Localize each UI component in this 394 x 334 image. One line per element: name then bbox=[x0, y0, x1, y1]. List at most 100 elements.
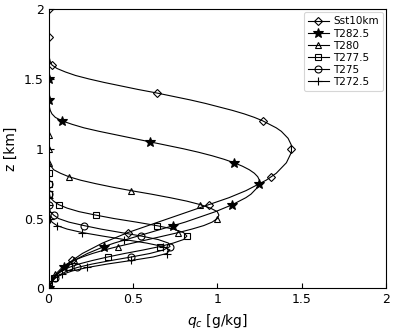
T280 bbox=[46, 147, 51, 151]
T282.5 bbox=[46, 77, 51, 81]
T272.5 bbox=[105, 262, 110, 266]
T272.5 bbox=[46, 189, 51, 193]
T277.5 bbox=[184, 234, 189, 238]
T272.5 bbox=[46, 287, 51, 291]
T272.5 bbox=[164, 252, 169, 256]
T275 bbox=[147, 252, 152, 256]
T277.5 bbox=[90, 259, 95, 263]
T275 bbox=[46, 182, 51, 186]
Sst10km bbox=[46, 45, 51, 49]
T272.5 bbox=[122, 237, 127, 241]
T280 bbox=[46, 157, 51, 161]
T277.5 bbox=[112, 217, 117, 221]
T272.5 bbox=[55, 223, 59, 227]
T272.5 bbox=[46, 210, 51, 214]
T275 bbox=[48, 210, 53, 214]
T277.5 bbox=[105, 255, 110, 259]
Sst10km bbox=[282, 133, 287, 137]
T280 bbox=[93, 182, 98, 186]
T280 bbox=[130, 241, 135, 245]
T277.5 bbox=[122, 252, 127, 256]
T280 bbox=[161, 234, 165, 238]
T272.5 bbox=[70, 269, 74, 273]
Sst10km bbox=[46, 7, 51, 11]
T277.5 bbox=[171, 241, 176, 245]
Y-axis label: z [km]: z [km] bbox=[4, 127, 18, 171]
T280 bbox=[51, 276, 56, 280]
T277.5 bbox=[47, 192, 52, 196]
T282.5 bbox=[47, 105, 52, 109]
T277.5 bbox=[56, 203, 61, 207]
T272.5 bbox=[50, 280, 54, 284]
T275 bbox=[119, 230, 123, 234]
T282.5 bbox=[255, 175, 260, 179]
T277.5 bbox=[46, 171, 51, 175]
T280 bbox=[149, 192, 154, 196]
T277.5 bbox=[46, 178, 51, 182]
T277.5 bbox=[46, 175, 51, 179]
T280 bbox=[46, 129, 51, 133]
T272.5 bbox=[85, 266, 90, 270]
T275 bbox=[67, 220, 71, 224]
T272.5 bbox=[80, 230, 85, 234]
T275 bbox=[129, 255, 134, 259]
T275 bbox=[156, 237, 161, 241]
T275 bbox=[90, 262, 95, 266]
T280 bbox=[46, 136, 51, 140]
T275 bbox=[46, 196, 51, 200]
T280 bbox=[56, 269, 61, 273]
T275 bbox=[46, 192, 51, 196]
T282.5 bbox=[232, 161, 236, 165]
T275 bbox=[47, 206, 52, 210]
T277.5 bbox=[60, 269, 65, 273]
T275 bbox=[46, 185, 51, 189]
T277.5 bbox=[46, 185, 51, 189]
T280 bbox=[190, 227, 194, 231]
T275 bbox=[56, 217, 61, 221]
T272.5 bbox=[46, 199, 51, 203]
T280 bbox=[46, 143, 51, 147]
T282.5 bbox=[203, 213, 208, 217]
T280 bbox=[217, 213, 221, 217]
T280 bbox=[46, 133, 51, 137]
T280 bbox=[53, 273, 58, 277]
Line: T272.5: T272.5 bbox=[45, 186, 174, 293]
T272.5 bbox=[151, 255, 156, 259]
T275 bbox=[139, 234, 144, 238]
T280 bbox=[58, 171, 63, 175]
T275 bbox=[51, 213, 56, 217]
T277.5 bbox=[76, 262, 81, 266]
T277.5 bbox=[65, 206, 69, 210]
T272.5 bbox=[161, 244, 165, 248]
Sst10km bbox=[46, 35, 51, 39]
Sst10km bbox=[102, 80, 107, 85]
T272.5 bbox=[50, 220, 54, 224]
T272.5 bbox=[65, 227, 69, 231]
T277.5 bbox=[50, 280, 54, 284]
T277.5 bbox=[158, 244, 162, 248]
T280 bbox=[65, 262, 69, 266]
Sst10km bbox=[48, 59, 53, 63]
Line: T277.5: T277.5 bbox=[46, 167, 190, 291]
T280 bbox=[46, 287, 51, 291]
T275 bbox=[46, 199, 51, 203]
T275 bbox=[46, 189, 51, 193]
T277.5 bbox=[141, 248, 145, 252]
T272.5 bbox=[100, 234, 105, 238]
T280 bbox=[46, 150, 51, 154]
T275 bbox=[53, 276, 58, 280]
T277.5 bbox=[46, 189, 51, 193]
T280 bbox=[46, 154, 51, 158]
T280 bbox=[146, 237, 151, 241]
T275 bbox=[50, 280, 54, 284]
T275 bbox=[48, 283, 53, 287]
T280 bbox=[168, 196, 173, 200]
T280 bbox=[78, 178, 83, 182]
T280 bbox=[176, 230, 181, 234]
T280 bbox=[80, 255, 85, 259]
T277.5 bbox=[51, 199, 56, 203]
T277.5 bbox=[48, 196, 53, 200]
X-axis label: $q_c$ [g/kg]: $q_c$ [g/kg] bbox=[187, 312, 248, 330]
T280 bbox=[110, 185, 115, 189]
T280 bbox=[60, 266, 65, 270]
